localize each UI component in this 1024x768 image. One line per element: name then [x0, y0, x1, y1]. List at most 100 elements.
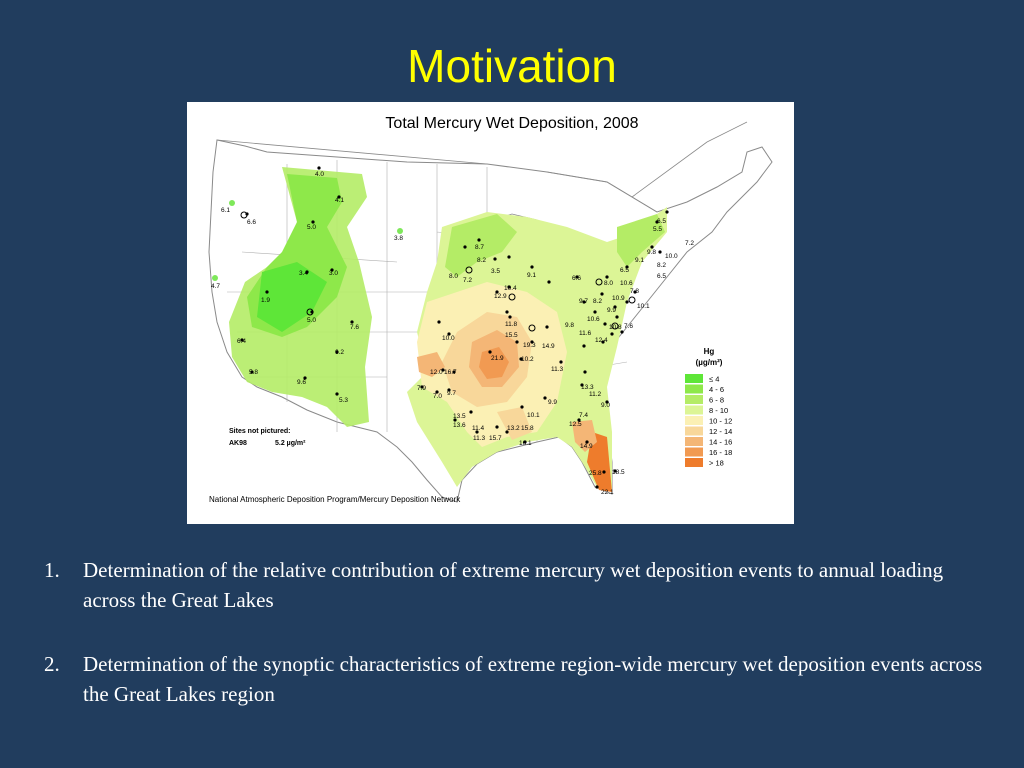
- legend-swatch: [685, 405, 703, 415]
- site-value: 14.9: [542, 343, 555, 350]
- site-value: 10.2: [521, 356, 534, 363]
- legend-label: 6 - 8: [709, 396, 724, 405]
- site-value: 7.2: [685, 240, 694, 247]
- site-value: 6.4: [237, 338, 246, 345]
- site-value: 10.6: [620, 280, 633, 287]
- site-value: 7.0: [433, 393, 442, 400]
- site-value: 3.4: [299, 270, 308, 277]
- site-value: 12.5: [569, 421, 582, 428]
- site-value: 7.4: [579, 412, 588, 419]
- site-value: 11.3: [551, 366, 564, 373]
- legend-swatch: [685, 458, 703, 467]
- site-value: 8.7: [475, 244, 484, 251]
- site-markers-green: [212, 200, 403, 281]
- site-value: 3.0: [329, 270, 338, 277]
- site-value: 4.7: [211, 283, 220, 290]
- legend-label: 8 - 10: [709, 406, 728, 415]
- site-value: 13.5: [453, 413, 466, 420]
- legend-swatch: [685, 447, 703, 457]
- site-value: 6.6: [572, 275, 581, 282]
- site-value: 6.1: [221, 207, 230, 214]
- site-value: 9.1: [635, 257, 644, 264]
- legend-swatch: [685, 416, 703, 425]
- note-site: AK98: [229, 440, 247, 447]
- legend-title: Hg: [704, 347, 715, 356]
- site-value: 5.3: [339, 397, 348, 404]
- bullet-number: 2.: [44, 652, 60, 676]
- site-value: 4.1: [335, 197, 344, 204]
- site-value: 22.1: [601, 489, 614, 496]
- site-value: 6.5: [657, 218, 666, 225]
- site-markers-open: [240, 211, 636, 332]
- site-value: 9.8: [647, 249, 656, 256]
- site-value: 13.2: [507, 425, 520, 432]
- map-credit: National Atmospheric Deposition Program/…: [209, 495, 461, 504]
- site-value: 10.0: [442, 335, 455, 342]
- site-value: 18.5: [612, 469, 625, 476]
- site-value: 11.8: [505, 321, 518, 328]
- legend-swatch: [685, 437, 703, 446]
- bullet-item: 1. Determination of the relative contrib…: [44, 555, 984, 615]
- site-value: 8.0: [604, 280, 613, 287]
- legend-label: ≤ 4: [709, 375, 719, 384]
- site-value: 15.8: [521, 425, 534, 432]
- site-value: 6.5: [620, 267, 629, 274]
- bullet-item: 2. Determination of the synoptic charact…: [44, 649, 984, 709]
- note-value: 5.2 µg/m²: [275, 440, 306, 447]
- site-value: 15.5: [505, 332, 518, 339]
- site-value: 10.9: [612, 295, 625, 302]
- site-value: 11.4: [472, 425, 485, 432]
- site-value: 12.9: [494, 293, 507, 300]
- deposition-zone-west-min: [257, 262, 327, 332]
- site-value: 10.0: [665, 253, 678, 260]
- site-value: 9.7: [447, 390, 456, 397]
- site-value: 11.6: [579, 330, 592, 337]
- site-value: 12.0: [430, 369, 443, 376]
- legend-label: 10 - 12: [709, 417, 732, 426]
- site-value: 25.8: [589, 470, 602, 477]
- slide-title: Motivation: [407, 40, 617, 92]
- site-value: 9.6: [297, 379, 306, 386]
- site-value: 9.1: [527, 272, 536, 279]
- site-value: 3.5: [491, 268, 500, 275]
- legend-unit: (µg/m²): [696, 358, 723, 367]
- site-value: 19.3: [523, 342, 536, 349]
- legend-label: 12 - 14: [709, 427, 732, 436]
- site-value: 9.8: [565, 322, 574, 329]
- site-value: 8.2: [477, 257, 486, 264]
- site-value: 9.9: [548, 399, 557, 406]
- site-value: 14.9: [580, 443, 593, 450]
- site-value: 6.6: [247, 219, 256, 226]
- site-value: 12.4: [595, 337, 608, 344]
- site-value: 10.4: [504, 285, 517, 292]
- site-value: 16.1: [519, 440, 532, 447]
- site-markers: [240, 166, 669, 489]
- legend-label: 16 - 18: [709, 448, 732, 457]
- site-value: 11.3: [473, 435, 486, 442]
- site-value: 8.2: [593, 298, 602, 305]
- site-value: 13.6: [453, 422, 466, 429]
- site-value: 8.2: [657, 262, 666, 269]
- canada-border: [216, 121, 748, 213]
- site-value: 7.2: [463, 277, 472, 284]
- site-value: 15.7: [489, 435, 502, 442]
- deposition-zone-florida-outer: [572, 420, 597, 452]
- map-title: Total Mercury Wet Deposition, 2008: [385, 115, 638, 132]
- legend-label: > 18: [709, 459, 724, 468]
- bullet-text: Determination of the relative contributi…: [83, 558, 944, 612]
- site-value: 10.8: [609, 324, 622, 331]
- site-value: 11.2: [589, 391, 602, 398]
- note-title: Sites not pictured:: [229, 428, 290, 435]
- site-value: 7.8: [630, 288, 639, 295]
- legend-swatch: [685, 374, 703, 383]
- deposition-zone-east-green: [445, 214, 665, 277]
- site-value: 7.6: [624, 323, 633, 330]
- site-value: 21.9: [491, 355, 504, 362]
- site-value: 10.1: [637, 303, 650, 310]
- legend-label: 4 - 6: [709, 385, 724, 394]
- site-value: 6.5: [657, 273, 666, 280]
- site-value: 10.1: [527, 412, 540, 419]
- site-value: 10.6: [587, 316, 600, 323]
- site-value: 3.8: [394, 235, 403, 242]
- site-value: 1.9: [261, 297, 270, 304]
